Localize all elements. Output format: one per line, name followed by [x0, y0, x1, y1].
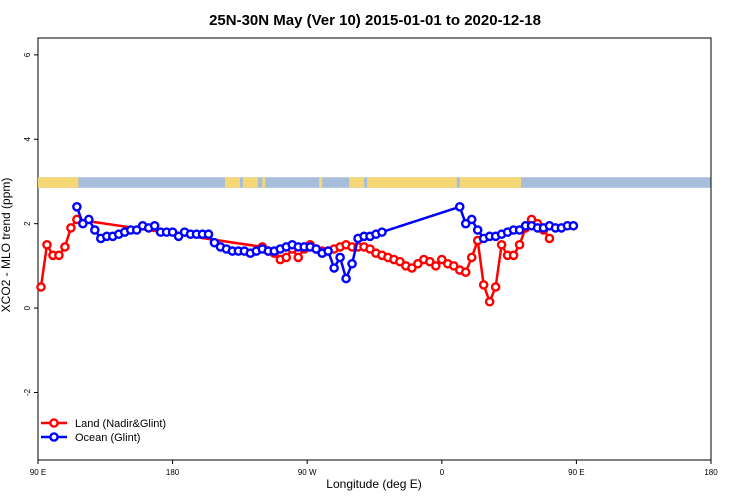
- data-point: [167, 227, 178, 237]
- x-tick-label: 90 E: [568, 468, 584, 477]
- x-axis-label: Longitude (deg E): [326, 477, 421, 491]
- data-point: [149, 220, 160, 231]
- data-point: [173, 231, 184, 242]
- data-point: [496, 239, 507, 250]
- plot-frame: [37, 37, 712, 461]
- land-segment: [262, 177, 266, 188]
- y-tick-label: -2: [23, 388, 32, 396]
- legend-entry: Ocean (Glint): [75, 432, 140, 444]
- data-point: [508, 250, 519, 261]
- data-point: [42, 239, 52, 250]
- data-point: [431, 261, 441, 271]
- data-point: [347, 258, 357, 269]
- data-point: [448, 261, 459, 271]
- x-tick-label: 180: [704, 468, 718, 477]
- land-segment: [349, 177, 365, 188]
- y-tick-label: 4: [23, 137, 32, 142]
- data-point: [329, 263, 339, 273]
- data-point: [341, 273, 351, 284]
- land-segment: [242, 177, 258, 188]
- x-tick-label: 180: [166, 468, 180, 477]
- legend-marker: [49, 418, 59, 428]
- chart-title: 25N-30N May (Ver 10) 2015-01-01 to 2020-…: [209, 12, 541, 29]
- data-point: [36, 282, 46, 292]
- x-tick-label: 0: [440, 468, 445, 477]
- data-point: [84, 214, 94, 225]
- data-point: [454, 201, 465, 212]
- data-point: [377, 227, 387, 237]
- plot-area: [36, 37, 712, 461]
- data-point: [66, 223, 76, 233]
- data-point: [478, 280, 489, 290]
- data-point: [293, 252, 304, 263]
- y-tick-label: 6: [23, 52, 32, 57]
- data-point: [395, 256, 405, 267]
- legend: Land (Nadir&Glint) Ocean (Glint): [41, 418, 166, 444]
- data-point: [90, 225, 100, 235]
- data-point: [209, 237, 220, 248]
- data-point: [460, 218, 471, 229]
- y-axis-label: XCO2 - MLO trend (ppm): [0, 178, 13, 313]
- data-point: [466, 214, 477, 225]
- data-point: [72, 201, 82, 212]
- data-point: [203, 229, 214, 240]
- series-layer: [36, 201, 579, 307]
- data-point: [425, 256, 435, 267]
- data-point: [281, 252, 292, 263]
- data-point: [60, 242, 70, 252]
- data-point: [466, 252, 477, 263]
- data-point: [78, 218, 88, 229]
- land-segment: [459, 177, 522, 188]
- data-point: [131, 225, 142, 235]
- series-ocean: [72, 201, 579, 284]
- data-point: [413, 258, 423, 269]
- data-point: [490, 282, 501, 292]
- land-segment: [319, 177, 323, 188]
- data-point: [54, 250, 64, 261]
- legend-marker: [49, 432, 59, 442]
- land-ocean-band: [38, 177, 711, 188]
- data-point: [323, 246, 333, 256]
- x-tick-label: 90 E: [30, 468, 46, 477]
- data-point: [311, 244, 321, 254]
- y-tick-label: 0: [23, 305, 32, 310]
- land-segment: [38, 177, 79, 188]
- data-point: [514, 239, 525, 250]
- data-point: [365, 244, 375, 254]
- data-point: [460, 267, 471, 278]
- data-point: [544, 233, 555, 244]
- data-point: [407, 263, 417, 273]
- land-segment: [224, 177, 240, 188]
- legend-entry: Land (Nadir&Glint): [75, 418, 166, 430]
- x-tick-label: 90 W: [298, 468, 317, 477]
- data-point: [472, 225, 483, 235]
- data-point: [335, 252, 345, 263]
- data-point: [514, 225, 525, 235]
- y-tick-label: 2: [23, 221, 32, 226]
- y-axis: -2 0 2 4 6: [23, 52, 38, 396]
- x-axis: 90 E 180 90 W 0 90 E 180: [30, 460, 718, 477]
- data-point: [568, 220, 579, 231]
- land-segment: [367, 177, 457, 188]
- data-point: [484, 296, 495, 307]
- data-point: [436, 254, 447, 265]
